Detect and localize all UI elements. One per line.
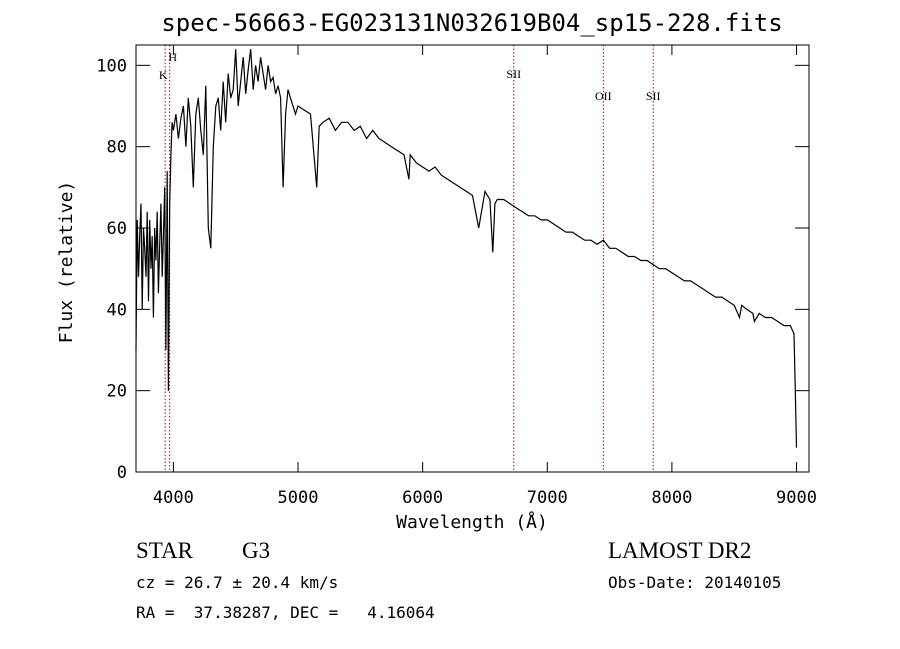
x-tick-label: 9000: [776, 488, 817, 508]
x-axis: 4000 5000 6000 7000 8000 9000: [153, 45, 817, 508]
spectrum-line: [135, 49, 798, 448]
x-tick-label: 8000: [651, 488, 692, 508]
emission-line-label: H: [168, 50, 177, 64]
ra-dec: RA = 37.38287, DEC = 4.16064: [136, 603, 435, 622]
chart-title: spec-56663-EG023131N032619B04_sp15-228.f…: [161, 9, 782, 37]
y-tick-label: 0: [117, 463, 127, 483]
y-axis: 0 20 40 60 80 100: [96, 56, 809, 483]
redshift-cz: cz = 26.7 ± 20.4 km/s: [136, 573, 339, 592]
emission-line-label: OII: [595, 89, 612, 103]
obs-date: Obs-Date: 20140105: [608, 573, 782, 592]
y-tick-label: 20: [107, 382, 127, 402]
emission-lines: HK SII OII SII: [159, 45, 661, 472]
emission-line-label: SII: [646, 89, 661, 103]
x-tick-label: 6000: [402, 488, 443, 508]
x-axis-label: Wavelength (Å): [396, 511, 548, 533]
y-tick-label: 80: [107, 138, 127, 158]
plot-frame: [135, 44, 810, 473]
y-axis-label: Flux (relative): [56, 181, 77, 344]
y-tick-label: 40: [107, 300, 127, 320]
object-class: STAR: [136, 538, 193, 563]
object-subclass: G3: [242, 538, 271, 563]
emission-line-label: K: [159, 68, 168, 82]
emission-line-label: SII: [506, 67, 521, 81]
spectrum-series: [135, 49, 798, 448]
y-tick-label: 100: [96, 56, 127, 76]
y-tick-label: 60: [107, 219, 127, 239]
x-tick-label: 4000: [153, 488, 194, 508]
x-tick-label: 7000: [527, 488, 568, 508]
survey-label: LAMOST DR2: [608, 538, 752, 563]
x-tick-label: 5000: [278, 488, 319, 508]
